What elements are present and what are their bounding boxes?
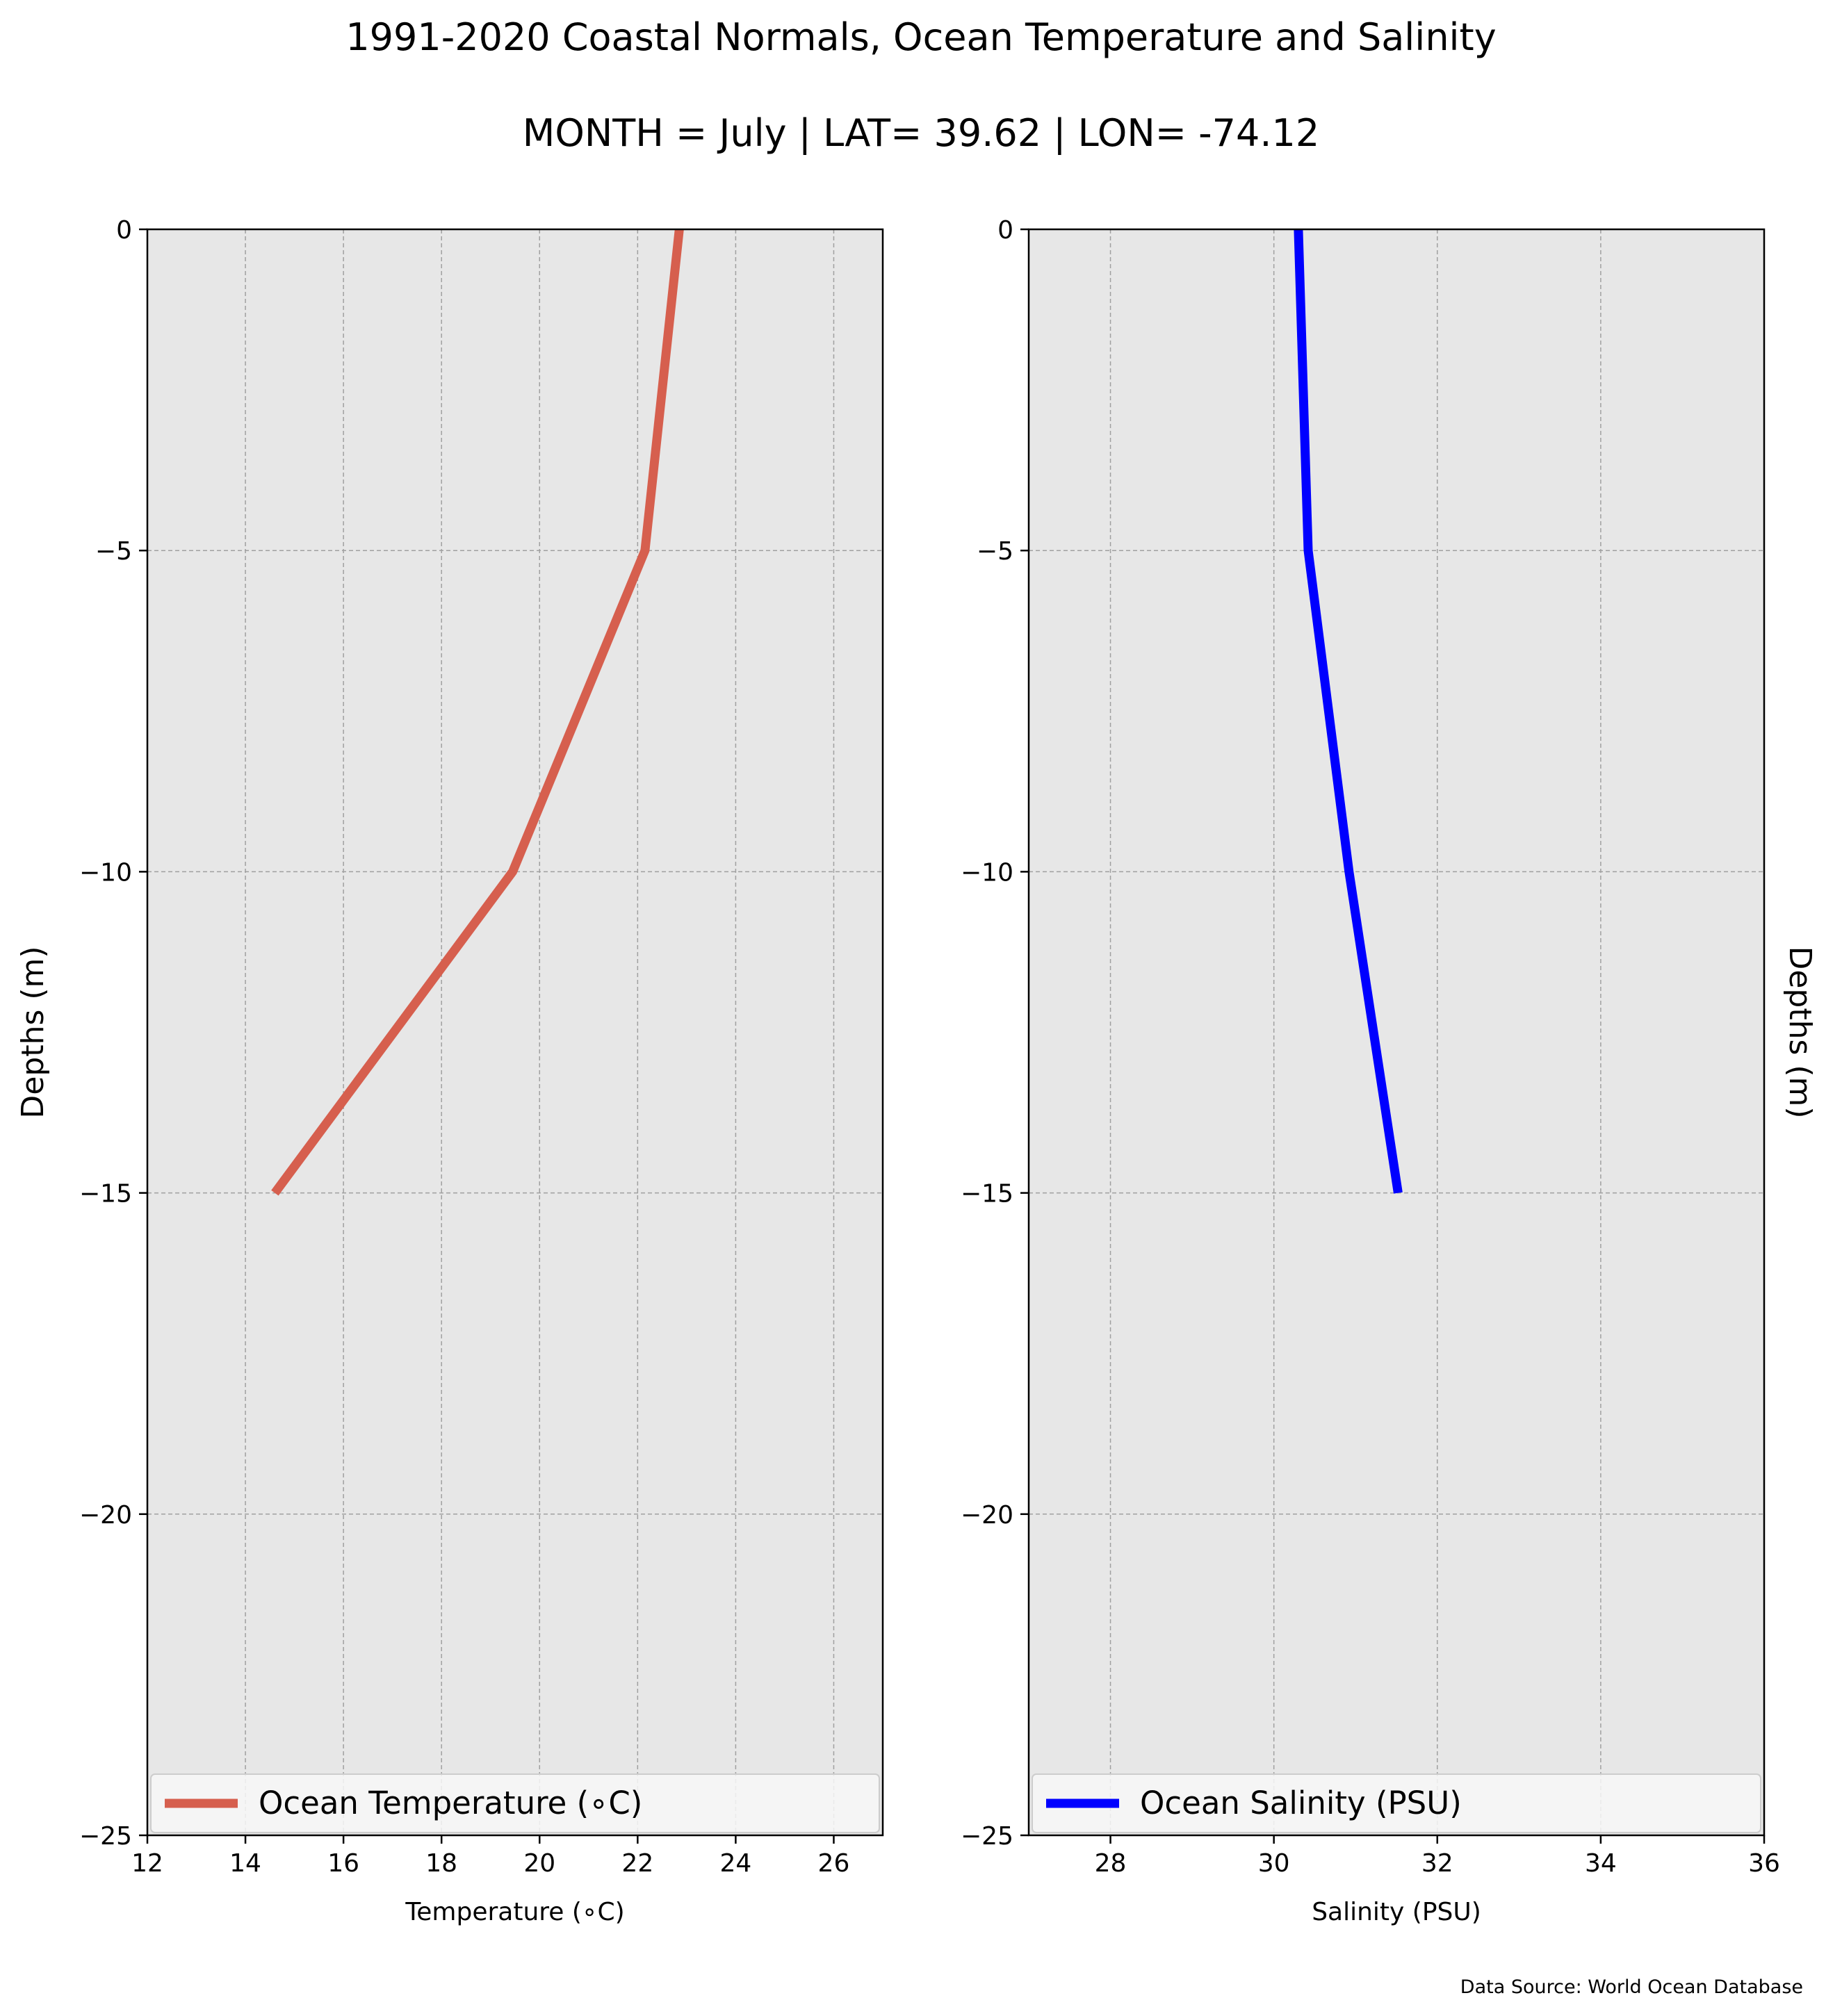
temperature-y-axis-label: Depths (m) (15, 946, 51, 1118)
salinity-x-tick-label: 32 (1421, 1849, 1453, 1878)
temperature-series-line (271, 229, 684, 1196)
temperature-y-tick-label: −10 (79, 858, 132, 887)
temperature-x-axis-label: Temperature (∘C) (405, 1898, 624, 1926)
temperature-x-tick-label: 18 (425, 1849, 457, 1878)
salinity-y-axis-label: Depths (m) (1782, 946, 1818, 1118)
temperature-x-tick-label: 22 (621, 1849, 653, 1878)
temperature-legend (150, 1773, 880, 1833)
temperature-y-tick-label: −25 (79, 1822, 132, 1851)
salinity-x-tick-label: 36 (1748, 1849, 1780, 1878)
temperature-x-tick-label: 20 (523, 1849, 555, 1878)
temperature-plot-area (147, 229, 883, 1835)
temperature-x-tick-label: 12 (131, 1849, 163, 1878)
salinity-x-tick-label: 34 (1585, 1849, 1617, 1878)
temperature-legend-label: Ocean Temperature (∘C) (259, 1785, 642, 1821)
salinity-plot-area (1029, 229, 1764, 1835)
salinity-y-tick-label: −25 (961, 1822, 1013, 1851)
figure-title: 1991-2020 Coastal Normals, Ocean Tempera… (345, 15, 1496, 59)
salinity-y-tick-label: −10 (961, 858, 1013, 887)
salinity-legend (1032, 1773, 1761, 1833)
temperature-x-tick-label: 16 (327, 1849, 359, 1878)
salinity-x-axis-label: Salinity (PSU) (1312, 1898, 1481, 1926)
source-note: Data Source: World Ocean Database (1460, 1976, 1803, 1998)
temperature-axes-frame (146, 228, 884, 1837)
figure-subtitle: MONTH = July | LAT= 39.62 | LON= -74.12 (523, 111, 1319, 155)
temperature-x-tick-label: 24 (719, 1849, 751, 1878)
salinity-legend-label: Ocean Salinity (PSU) (1140, 1785, 1462, 1821)
salinity-series-line (1294, 229, 1403, 1194)
temperature-y-tick-label: 0 (116, 216, 132, 245)
salinity-x-tick-label: 30 (1258, 1849, 1290, 1878)
salinity-y-tick-label: 0 (997, 216, 1013, 245)
temperature-y-tick-label: −5 (95, 537, 132, 566)
salinity-x-tick-label: 28 (1095, 1849, 1127, 1878)
salinity-y-tick-label: −20 (961, 1501, 1013, 1530)
temperature-x-tick-label: 26 (818, 1849, 850, 1878)
salinity-y-tick-label: −5 (977, 537, 1013, 566)
salinity-y-tick-label: −15 (961, 1180, 1013, 1208)
temperature-x-tick-label: 14 (229, 1849, 261, 1878)
salinity-panel: Ocean Salinity (PSU) 28 30 32 34 36 0 −5 −10 −15 −… (961, 216, 1818, 1926)
temperature-y-tick-label: −20 (79, 1501, 132, 1530)
salinity-axes-frame (1027, 228, 1766, 1837)
temperature-y-tick-label: −15 (79, 1180, 132, 1208)
temperature-panel: Ocean Temperature (∘C) 12 14 16 18 20 22 24 26 0 −… (15, 216, 884, 1926)
